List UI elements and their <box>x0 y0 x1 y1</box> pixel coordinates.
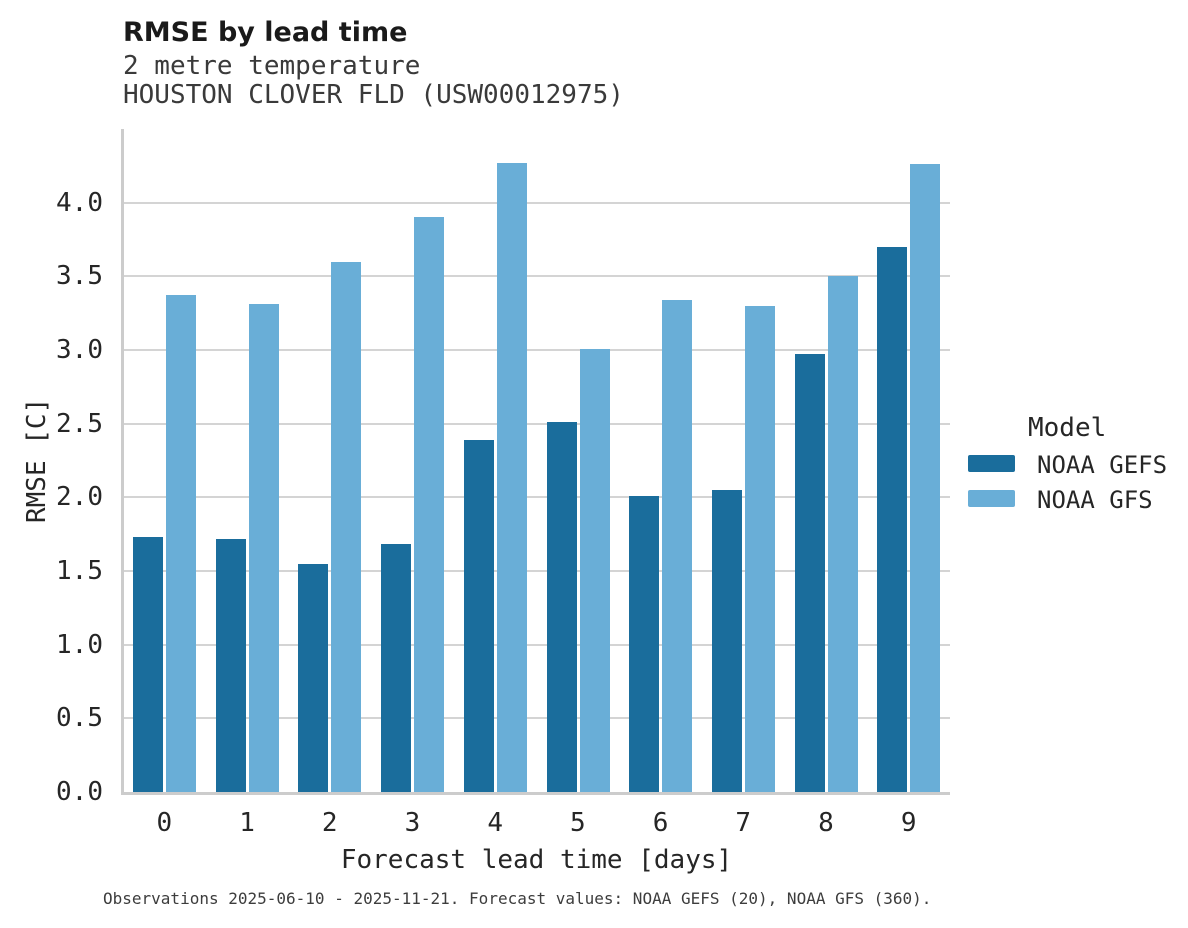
y-axis-tick-labels: 0.0 0.5 1.0 1.5 2.0 2.5 3.0 3.5 4.0 <box>0 0 103 928</box>
x-tick-label: 3 <box>404 808 421 838</box>
y-axis-spine <box>121 129 124 794</box>
bar-noaa-gefs-lead-7 <box>711 489 742 792</box>
gridline <box>123 349 950 351</box>
bar-noaa-gefs-lead-2 <box>298 563 329 792</box>
bar-noaa-gefs-lead-1 <box>215 538 246 792</box>
gridline <box>123 275 950 278</box>
bar-noaa-gefs-lead-5 <box>546 422 577 792</box>
y-tick-label: 3.0 <box>56 335 103 365</box>
bar-noaa-gefs-lead-9 <box>877 246 908 792</box>
y-tick-label: 4.0 <box>56 187 103 218</box>
gridline <box>123 496 950 499</box>
y-tick-label: 2.5 <box>56 408 103 439</box>
x-tick-label: 7 <box>735 808 752 838</box>
gridline <box>123 422 950 425</box>
x-axis-tick-labels: 0 1 2 3 4 5 6 7 8 9 <box>0 810 1188 840</box>
y-tick-label: 1.0 <box>56 629 103 660</box>
y-tick-label: 2.0 <box>56 482 103 513</box>
legend-swatch <box>968 490 1015 507</box>
x-tick-label: 0 <box>156 808 173 838</box>
bar-noaa-gfs-lead-9 <box>910 164 941 792</box>
gridline <box>123 570 950 572</box>
bar-noaa-gefs-lead-3 <box>381 544 412 792</box>
x-tick-label: 6 <box>652 808 669 838</box>
chart-subtitle-station: HOUSTON CLOVER FLD (USW00012975) <box>123 80 624 110</box>
chart-subtitle-variable: 2 metre temperature <box>123 51 421 81</box>
bar-noaa-gefs-lead-6 <box>629 495 660 792</box>
x-tick-label: 9 <box>900 808 917 838</box>
legend-title: Model <box>1028 413 1107 443</box>
y-tick-label: 0.0 <box>56 777 103 807</box>
bar-noaa-gfs-lead-1 <box>248 304 279 792</box>
x-tick-label: 4 <box>487 808 503 838</box>
bar-noaa-gfs-lead-5 <box>579 348 610 792</box>
x-axis-spine <box>121 792 950 795</box>
bar-noaa-gfs-lead-3 <box>414 217 445 792</box>
gridline <box>123 201 950 204</box>
plot-area <box>121 129 950 795</box>
legend-swatch <box>968 455 1015 472</box>
legend-label: NOAA GEFS <box>1037 451 1168 479</box>
chart-title: RMSE by lead time <box>123 17 408 48</box>
bar-noaa-gefs-lead-8 <box>794 354 825 792</box>
footer-caption: Observations 2025-06-10 - 2025-11-21. Fo… <box>103 889 932 908</box>
bar-noaa-gfs-lead-6 <box>662 299 693 792</box>
x-tick-label: 1 <box>239 808 255 838</box>
x-axis-label: Forecast lead time [days] <box>340 845 733 875</box>
bar-noaa-gefs-lead-0 <box>133 537 163 792</box>
bar-noaa-gefs-lead-4 <box>463 439 494 792</box>
legend-label: NOAA GFS <box>1037 486 1153 514</box>
bar-noaa-gfs-lead-7 <box>744 305 775 792</box>
bar-noaa-gfs-lead-4 <box>496 162 527 792</box>
y-tick-label: 3.5 <box>56 261 103 292</box>
bar-noaa-gfs-lead-0 <box>166 295 196 792</box>
bar-noaa-gfs-lead-8 <box>827 276 858 792</box>
gridline <box>123 717 950 720</box>
y-tick-label: 1.5 <box>56 556 103 586</box>
gridline <box>123 643 950 646</box>
x-tick-label: 8 <box>818 808 834 838</box>
x-tick-label: 5 <box>570 808 586 838</box>
y-tick-label: 0.5 <box>56 703 103 734</box>
bar-noaa-gfs-lead-2 <box>331 261 362 792</box>
x-tick-label: 2 <box>321 808 338 838</box>
